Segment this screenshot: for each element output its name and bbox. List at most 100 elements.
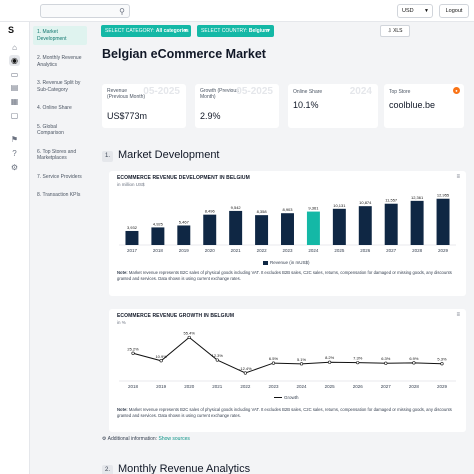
chart-menu-icon[interactable]: ≡ bbox=[456, 174, 460, 180]
country-filter-value: Belgium bbox=[248, 28, 269, 34]
x-tick-label-2029: 2029 bbox=[438, 248, 449, 253]
point-2021 bbox=[215, 358, 219, 362]
country-filter[interactable]: SELECT COUNTRY: Belgium ▼ bbox=[197, 25, 274, 37]
legend-label: Revenue (in mUS$) bbox=[270, 260, 310, 265]
category-filter-value: All categories bbox=[155, 28, 189, 34]
section-nav-item-online-share[interactable]: 4. Online Share bbox=[37, 105, 72, 111]
document-icon[interactable]: ▢ bbox=[10, 111, 19, 120]
point-label-2029: 5.3% bbox=[437, 357, 447, 362]
bookmark-icon[interactable]: ⚑ bbox=[10, 135, 19, 144]
point-2028 bbox=[412, 361, 416, 365]
icon-rail: S ⌂ ☺ ◉ ▭ ▤ ▦ ▢ ⚑ ? ⚙ bbox=[0, 22, 30, 474]
globe-icon[interactable]: ◉ bbox=[9, 55, 20, 66]
page-title: Belgian eCommerce Market bbox=[102, 47, 266, 61]
point-label-2025: 8.2% bbox=[325, 355, 335, 360]
kpi-label: Revenue (Previous Month) bbox=[107, 88, 146, 100]
home-icon[interactable]: ⌂ bbox=[12, 43, 17, 52]
point-label-2027: 6.3% bbox=[381, 356, 391, 361]
x-tick-label-2021: 2021 bbox=[231, 248, 242, 253]
x-tick-label-2026: 2026 bbox=[353, 384, 364, 389]
section-nav-item-service-providers[interactable]: 7. Service Providers bbox=[37, 173, 82, 180]
x-tick-label-2028: 2028 bbox=[412, 248, 423, 253]
section-nav-item-monthly-revenue[interactable]: 2. Monthly Revenue Analytics bbox=[37, 55, 82, 68]
section-nav-item-global-comparison[interactable]: 5. Global Comparison bbox=[37, 123, 64, 137]
chart-menu-icon[interactable]: ≡ bbox=[456, 312, 460, 318]
xls-export-button[interactable]: ⇩ XLS bbox=[380, 25, 410, 37]
revenue-development-svg: 3,932 2017 4,925 2018 5,467 2019 8,496 2020 9,54… bbox=[119, 193, 456, 253]
note-text: Market revenue represents B2C sales of p… bbox=[117, 407, 452, 418]
kpi-label: Top Store bbox=[389, 89, 411, 95]
bar-value-label-2027: 11,557 bbox=[385, 198, 398, 203]
note-label: Note: bbox=[117, 270, 128, 275]
point-label-2022: -12.4% bbox=[239, 366, 252, 371]
point-label-2023: 6.5% bbox=[269, 356, 279, 361]
x-tick-label-2020: 2020 bbox=[205, 248, 216, 253]
x-tick-label-2018: 2018 bbox=[153, 248, 164, 253]
section-nav-item-market-development[interactable]: 1. Market Development bbox=[33, 26, 87, 45]
x-tick-label-2021: 2021 bbox=[212, 384, 223, 389]
kpi-label: Online Share bbox=[293, 89, 323, 95]
point-label-2024: 5.1% bbox=[297, 357, 307, 362]
show-sources-link[interactable]: Show sources bbox=[158, 436, 190, 442]
section-nav-item-revenue-split[interactable]: 3. Revenue Split by Sub-Category bbox=[37, 80, 81, 93]
bar-2023 bbox=[281, 213, 294, 245]
kpi-card-top-store: Top Store ● coolblue.be bbox=[384, 84, 464, 128]
kpi-value: US$773m bbox=[107, 111, 148, 121]
search-input[interactable]: ⚲ bbox=[40, 4, 130, 18]
point-label-2020: 55.4% bbox=[184, 330, 196, 335]
bar-value-label-2018: 4,925 bbox=[153, 221, 164, 226]
bar-value-label-2021: 9,542 bbox=[231, 205, 242, 210]
bar-value-label-2029: 12,955 bbox=[437, 193, 450, 198]
bar-2019 bbox=[177, 225, 191, 245]
point-2024 bbox=[299, 362, 304, 366]
currency-select[interactable]: USD ▼ bbox=[397, 4, 433, 18]
legend-swatch bbox=[263, 260, 268, 265]
search-icon[interactable]: ⚲ bbox=[119, 7, 125, 16]
settings-icon[interactable]: ⚙ bbox=[10, 163, 19, 172]
logo-icon[interactable]: S bbox=[8, 25, 15, 35]
chart-title: ECOMMERCE REVENUE DEVELOPMENT IN BELGIUM bbox=[117, 175, 250, 181]
top-bar: ⚲ USD ▼ Logout bbox=[0, 0, 474, 22]
revenue-growth-svg: 25.2% 2018 10.9% 2019 55.4% 2020 12.3% 2021 -12.… bbox=[119, 330, 456, 389]
additional-info-label: Additional information: bbox=[107, 436, 158, 442]
chevron-down-icon: ▼ bbox=[424, 8, 429, 14]
section-nav-item-transaction-kpis[interactable]: 8. Transaction KPIs bbox=[37, 192, 81, 198]
point-2018 bbox=[131, 351, 135, 355]
store-icon: ● bbox=[453, 87, 460, 94]
bar-value-label-2026: 10,874 bbox=[359, 200, 372, 205]
bar-value-label-2020: 8,496 bbox=[205, 209, 216, 214]
bar-value-label-2025: 10,131 bbox=[333, 203, 346, 208]
chart-icon[interactable]: ▤ bbox=[10, 83, 19, 92]
x-tick-label-2028: 2028 bbox=[409, 384, 420, 389]
point-2027 bbox=[384, 361, 388, 365]
chevron-down-icon: ▼ bbox=[183, 28, 188, 34]
point-2019 bbox=[159, 359, 163, 363]
section-number: 1. bbox=[102, 151, 113, 162]
x-tick-label-2027: 2027 bbox=[386, 248, 397, 253]
bar-2025 bbox=[332, 208, 346, 245]
download-icon: ⇩ bbox=[387, 28, 392, 34]
point-label-2021: 12.3% bbox=[212, 353, 224, 358]
logout-button[interactable]: Logout bbox=[439, 4, 469, 18]
kpi-card-growth: Growth (Previous Month) 05-2025 2.9% bbox=[195, 84, 279, 128]
bar-2024 bbox=[306, 211, 320, 245]
help-icon[interactable]: ? bbox=[12, 149, 17, 158]
point-2022 bbox=[243, 371, 247, 375]
kpi-card-revenue: Revenue (Previous Month) 05-2025 US$773m bbox=[102, 84, 186, 128]
note-text: Market revenue represents B2C sales of p… bbox=[117, 270, 452, 281]
folder-icon[interactable]: ▭ bbox=[10, 70, 19, 79]
bar-2017 bbox=[125, 230, 139, 245]
table-icon[interactable]: ▦ bbox=[10, 97, 19, 106]
category-filter[interactable]: SELECT CATEGORY: All categories ▼ bbox=[101, 25, 191, 37]
kpi-period: 05-2025 bbox=[143, 86, 180, 97]
x-tick-label-2025: 2025 bbox=[325, 384, 336, 389]
x-tick-label-2024: 2024 bbox=[308, 248, 319, 253]
bar-2028 bbox=[410, 200, 424, 245]
section-nav-item-top-stores[interactable]: 6. Top Stores and Marketplaces bbox=[37, 148, 77, 162]
x-tick-label-2023: 2023 bbox=[282, 248, 293, 253]
section-nav: 1. Market Development 2. Monthly Revenue… bbox=[33, 26, 87, 209]
legend-label: Growth bbox=[284, 395, 299, 400]
x-tick-label-2023: 2023 bbox=[268, 384, 279, 389]
kpi-value: coolblue.be bbox=[389, 100, 436, 110]
point-label-2019: 10.9% bbox=[155, 354, 167, 359]
